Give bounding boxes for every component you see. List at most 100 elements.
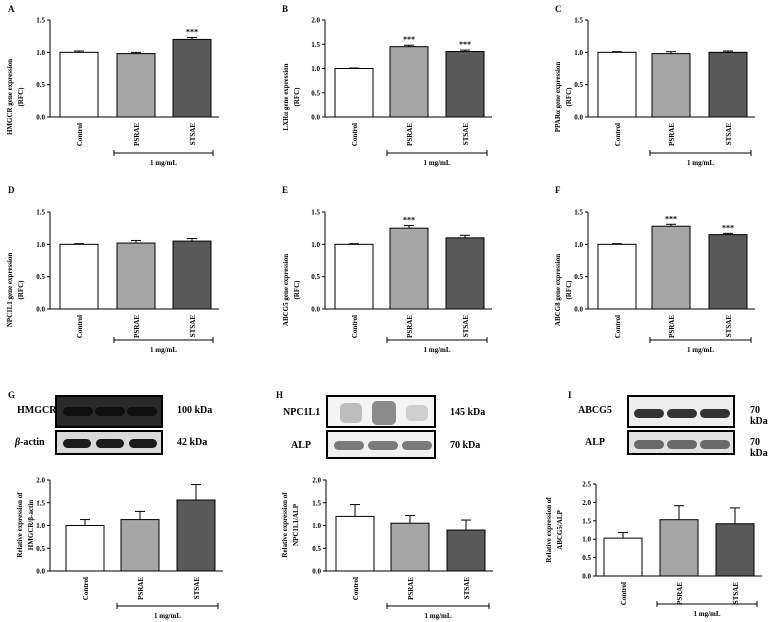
category-label-i: Control [620,582,628,605]
blot-band [368,441,398,450]
significance-f: *** [665,214,677,223]
category-label-a: STSAE [189,123,197,146]
category-label-b: STSAE [462,123,470,146]
y-tick-label-e: 0.5 [311,273,320,281]
bar-a-control [59,51,99,118]
blot-band [634,409,664,418]
y-axis-label-d-line2: (RFC) [17,280,25,300]
y-tick-label-h: 1.5 [312,499,321,507]
bar-h-psrae [390,522,430,572]
blot-i-row1-size: 70 kDa [750,405,768,427]
blot-band [667,409,697,418]
significance-b: *** [459,40,471,49]
blot-band [95,407,125,416]
dose-label-g: 1 mg/mL [154,612,181,620]
y-tick-label-a: 1.5 [36,17,45,25]
y-tick-label-e: 0.0 [311,306,320,314]
bar-e-control [334,243,374,310]
blot-band [402,441,432,450]
panel-letter-a: A [8,4,15,14]
blot-band [700,440,730,449]
bar-i-psrae [659,519,699,577]
y-tick-label-h: 2.0 [312,477,321,485]
blot-i-alp [627,430,735,455]
category-label-h: PSRAE [407,577,415,600]
bar-e-psrae [389,227,429,310]
y-axis-label-i: Relative expression of [545,497,553,563]
category-label-h: STSAE [463,577,471,600]
y-tick-label-g: 1.5 [36,499,45,507]
dose-label-h: 1 mg/mL [424,612,451,620]
y-tick-label-b: 0.0 [311,114,320,122]
dose-label-c: 1 mg/mL [687,159,714,167]
y-tick-label-d: 1.5 [36,209,45,217]
panel-letter-e: E [282,185,288,195]
category-label-i: PSRAE [676,582,684,605]
blot-g-actin [55,430,163,455]
y-tick-label-d: 0.5 [36,273,45,281]
y-axis-label-b: LXRα gene expression [282,63,290,130]
y-tick-label-d: 0.0 [36,306,45,314]
blot-i-row1-label: ABCG5 [578,405,612,416]
bar-d-stsae [172,240,212,310]
significance-f: *** [722,223,734,232]
bar-h-stsae [446,529,486,572]
blot-h-row1-size: 145 kDa [450,407,486,418]
category-label-f: PSRAE [668,315,676,338]
y-tick-label-f: 1.0 [574,241,583,249]
category-label-h: Control [352,577,360,600]
blot-i-row2-label: ALP [585,437,605,448]
panel-letter-b: B [282,4,288,14]
y-tick-label-i: 0.0 [582,573,591,581]
blot-band [129,439,157,448]
bar-b-control [334,68,374,118]
bar-g-stsae [176,499,216,572]
panel-letter-c: C [555,4,562,14]
y-tick-label-f: 0.5 [574,273,583,281]
y-tick-label-b: 0.5 [311,89,320,97]
y-axis-label-h-line2: NPC1L1/ALP [292,503,300,546]
bar-b-stsae [445,51,485,118]
y-tick-label-a: 0.5 [36,81,45,89]
dose-label-f: 1 mg/mL [687,346,714,354]
y-tick-label-b: 1.5 [311,41,320,49]
bar-g-control [65,525,105,572]
blot-i-abcg5 [627,395,735,428]
y-tick-label-i: 0.5 [582,554,591,562]
blot-g-row2-greek: β [15,437,21,448]
category-label-e: Control [351,315,359,338]
y-tick-label-f: 1.5 [574,209,583,217]
y-tick-label-e: 1.0 [311,241,320,249]
category-label-c: PSRAE [668,123,676,146]
blot-band [667,440,697,449]
y-tick-label-h: 0.0 [312,568,321,576]
blot-g-row2-size: 42 kDa [177,437,208,448]
blot-band [700,409,730,418]
bar-c-control [597,51,637,118]
blot-band [406,405,428,421]
y-tick-label-a: 1.0 [36,49,45,57]
dose-label-d: 1 mg/mL [150,346,177,354]
bar-f-stsae [708,234,748,310]
y-axis-label-i-line2: ABCG5/ALP [556,509,564,549]
bar-h-control [335,515,375,572]
category-label-c: Control [614,123,622,146]
bar-e-stsae [445,237,485,310]
blot-i-row2-size: 70 kDa [750,437,768,459]
blot-band [334,441,364,450]
category-label-d: PSRAE [133,315,141,338]
blot-band [372,401,396,425]
y-axis-label-h: Relative expression of [281,492,289,558]
y-axis-label-e: ABCG5 gene expression [282,254,290,326]
category-label-a: PSRAE [133,123,141,146]
y-axis-label-a: HMGCR gene expression [6,59,14,135]
y-tick-label-f: 0.0 [574,306,583,314]
y-tick-label-c: 1.5 [574,17,583,25]
y-tick-label-g: 0.5 [36,545,45,553]
bar-c-stsae [708,51,748,118]
y-tick-label-a: 0.0 [36,114,45,122]
bar-d-control [59,243,99,310]
blot-g-row2-label: β-actin [15,437,45,448]
y-tick-label-b: 2.0 [311,17,320,25]
y-axis-label-g-line2: HMGCR/β-actin [27,500,35,550]
